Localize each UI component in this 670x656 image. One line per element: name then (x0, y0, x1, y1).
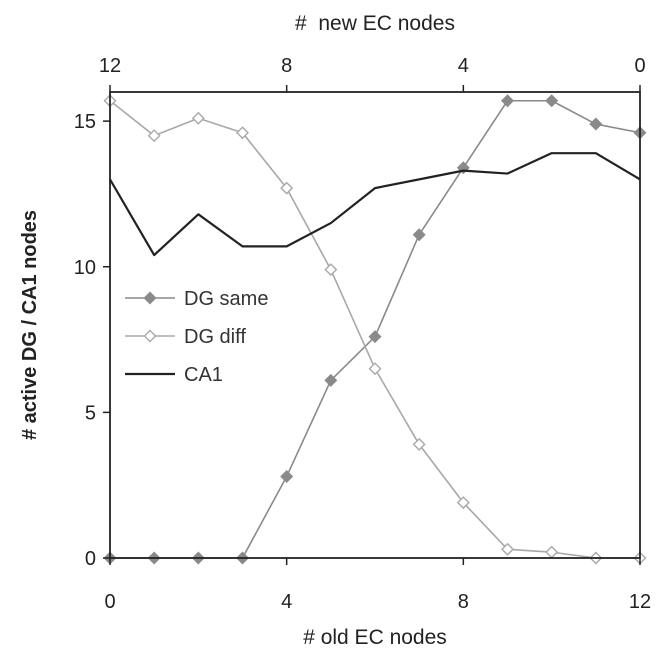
data-point-dg-same (412, 228, 426, 242)
data-point-dg-diff (412, 437, 426, 451)
data-point-dg-diff (191, 111, 205, 125)
y-tick-label: 0 (85, 548, 96, 570)
x2-tick-label: 12 (99, 55, 121, 77)
x2-axis-title: # new EC nodes (295, 12, 455, 35)
x2-tick-label: 0 (634, 55, 645, 77)
y-tick-label: 5 (85, 402, 96, 424)
data-point-dg-same (589, 117, 603, 131)
y-axis-title: # active DG / CA1 nodes (19, 210, 41, 440)
x-tick-label: 12 (629, 591, 651, 613)
x-tick-label: 8 (458, 591, 469, 613)
y-tick-label: 15 (74, 111, 96, 133)
series-layer (103, 94, 647, 565)
data-point-dg-diff (545, 545, 559, 559)
data-point-dg-diff (324, 263, 338, 277)
x-axis-title: # old EC nodes (303, 626, 447, 649)
data-point-dg-diff (147, 129, 161, 143)
legend-marker-dg-same (143, 291, 157, 305)
legend: DG same DG diff CA1 (125, 288, 268, 386)
data-point-dg-same (545, 94, 559, 108)
legend-label-dg-diff: DG diff (184, 326, 246, 348)
data-point-dg-diff (456, 496, 470, 510)
data-point-dg-diff (236, 126, 249, 140)
data-point-dg-same (501, 94, 514, 108)
y-tick-label: 10 (74, 257, 96, 279)
data-point-dg-diff (501, 542, 514, 556)
x2-tick-label: 8 (281, 55, 292, 77)
data-point-dg-same (324, 373, 338, 387)
data-point-dg-same (280, 469, 294, 483)
x-tick-label: 4 (281, 591, 292, 613)
legend-label-ca1: CA1 (184, 364, 223, 386)
data-point-dg-diff (280, 181, 294, 195)
x2-tick-label: 4 (458, 55, 469, 77)
data-point-dg-diff (368, 362, 382, 376)
series-line-ca1 (109, 152, 641, 257)
legend-label-dg-same: DG same (184, 288, 268, 310)
plot-frame (109, 91, 641, 559)
data-point-dg-same (368, 330, 382, 344)
legend-marker-dg-diff (143, 329, 157, 343)
x-tick-label: 0 (104, 591, 115, 613)
